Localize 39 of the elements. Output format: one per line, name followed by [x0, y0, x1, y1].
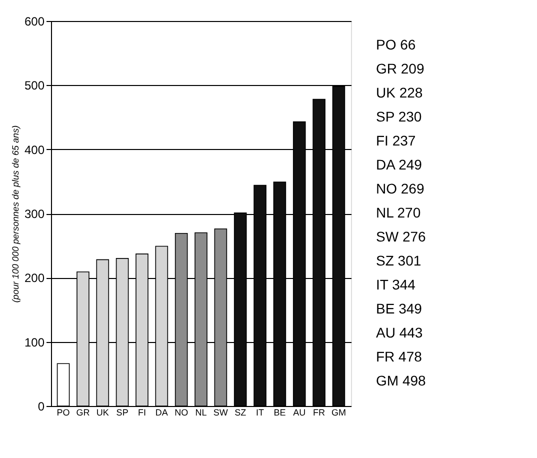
y-tick-label: 300	[24, 207, 45, 221]
text: FR 478	[376, 348, 422, 364]
text: NO 269	[376, 180, 424, 196]
text: GM 498	[376, 372, 426, 388]
y-tick-label: 500	[24, 78, 45, 93]
text: BE 349	[376, 300, 422, 316]
y-tick-label: 600	[24, 14, 45, 28]
bar	[56, 363, 70, 406]
x-tick-label: GR	[76, 408, 90, 418]
x-tick-label: BE	[274, 408, 286, 418]
text: GR 209	[376, 60, 424, 76]
text: IT 344	[376, 276, 416, 292]
x-tick-label: SZ	[234, 408, 247, 418]
y-tick-label: 400	[24, 142, 45, 157]
x-tick-label: NO	[174, 408, 188, 418]
x-tick-label: UK	[96, 408, 109, 418]
text: NL 270	[376, 204, 421, 220]
y-tick-label: 200	[24, 271, 45, 286]
text: PO 66	[376, 36, 416, 52]
text: DA 249	[376, 156, 422, 172]
y-tick-label: 0	[38, 400, 45, 414]
text: SZ 301	[376, 252, 422, 268]
x-tick-label: AU	[293, 408, 306, 418]
x-tick-label: PO	[56, 408, 70, 418]
text: AU 443	[376, 324, 423, 340]
text: FI 237	[376, 132, 416, 148]
text: SW 276	[376, 228, 426, 244]
y-axis-title: (pour 100 000 personnes de plus de 65 ans)	[10, 125, 20, 303]
y-tick-label: 100	[24, 335, 45, 350]
x-tick-label: SW	[213, 408, 228, 418]
text: SP 230	[376, 108, 422, 124]
x-tick-label: IT	[256, 408, 265, 418]
x-tick-label: FI	[138, 408, 146, 418]
x-tick-label: FR	[313, 408, 326, 418]
x-tick-label: DA	[155, 408, 168, 418]
x-tick-label: NL	[195, 408, 207, 418]
text: UK 228	[376, 84, 423, 100]
x-tick-label: GM	[331, 408, 346, 418]
x-tick-label: SP	[116, 408, 128, 418]
